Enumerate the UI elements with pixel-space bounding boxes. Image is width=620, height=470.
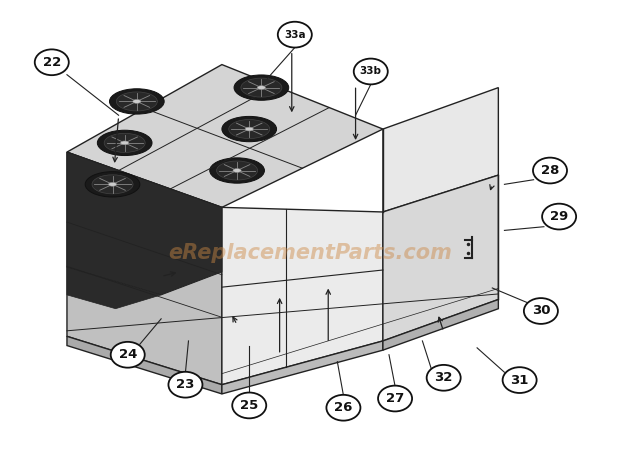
Ellipse shape — [222, 117, 277, 142]
Circle shape — [278, 22, 312, 47]
Ellipse shape — [210, 158, 264, 183]
Ellipse shape — [108, 182, 117, 186]
Ellipse shape — [85, 172, 140, 197]
Text: 22: 22 — [43, 56, 61, 69]
Circle shape — [427, 365, 461, 391]
Ellipse shape — [117, 92, 157, 111]
Circle shape — [524, 298, 558, 324]
Polygon shape — [383, 87, 498, 212]
Ellipse shape — [97, 130, 152, 156]
Ellipse shape — [229, 119, 270, 139]
Ellipse shape — [104, 133, 145, 152]
Ellipse shape — [120, 141, 129, 145]
Circle shape — [232, 392, 266, 418]
Circle shape — [378, 385, 412, 411]
Text: 27: 27 — [386, 392, 404, 405]
Ellipse shape — [92, 175, 133, 194]
Ellipse shape — [234, 75, 289, 100]
Ellipse shape — [241, 78, 282, 97]
Text: eReplacementParts.com: eReplacementParts.com — [168, 243, 452, 263]
Circle shape — [35, 49, 69, 75]
Text: 25: 25 — [240, 399, 259, 412]
Circle shape — [354, 59, 388, 85]
Polygon shape — [67, 152, 222, 384]
Polygon shape — [67, 267, 161, 309]
Text: 28: 28 — [541, 164, 559, 177]
Circle shape — [533, 157, 567, 183]
Polygon shape — [67, 152, 222, 295]
Circle shape — [111, 342, 144, 368]
Circle shape — [169, 372, 203, 398]
Text: 32: 32 — [435, 371, 453, 384]
Circle shape — [326, 395, 360, 421]
Text: 23: 23 — [176, 378, 195, 391]
Polygon shape — [383, 175, 498, 341]
Ellipse shape — [245, 127, 254, 131]
Ellipse shape — [133, 100, 141, 103]
Circle shape — [542, 204, 576, 229]
Text: 33a: 33a — [284, 30, 306, 39]
Polygon shape — [222, 341, 383, 394]
Text: 30: 30 — [531, 305, 550, 318]
Text: 33b: 33b — [360, 66, 382, 77]
Polygon shape — [222, 207, 383, 384]
Polygon shape — [67, 64, 383, 207]
Text: 29: 29 — [550, 210, 569, 223]
Ellipse shape — [110, 89, 164, 114]
Text: 31: 31 — [510, 374, 529, 387]
Ellipse shape — [216, 161, 257, 180]
Polygon shape — [383, 299, 498, 350]
Polygon shape — [67, 337, 222, 394]
Circle shape — [503, 367, 537, 393]
Ellipse shape — [257, 86, 265, 89]
Text: 24: 24 — [118, 348, 137, 361]
Ellipse shape — [233, 169, 241, 172]
Text: 26: 26 — [334, 401, 353, 414]
